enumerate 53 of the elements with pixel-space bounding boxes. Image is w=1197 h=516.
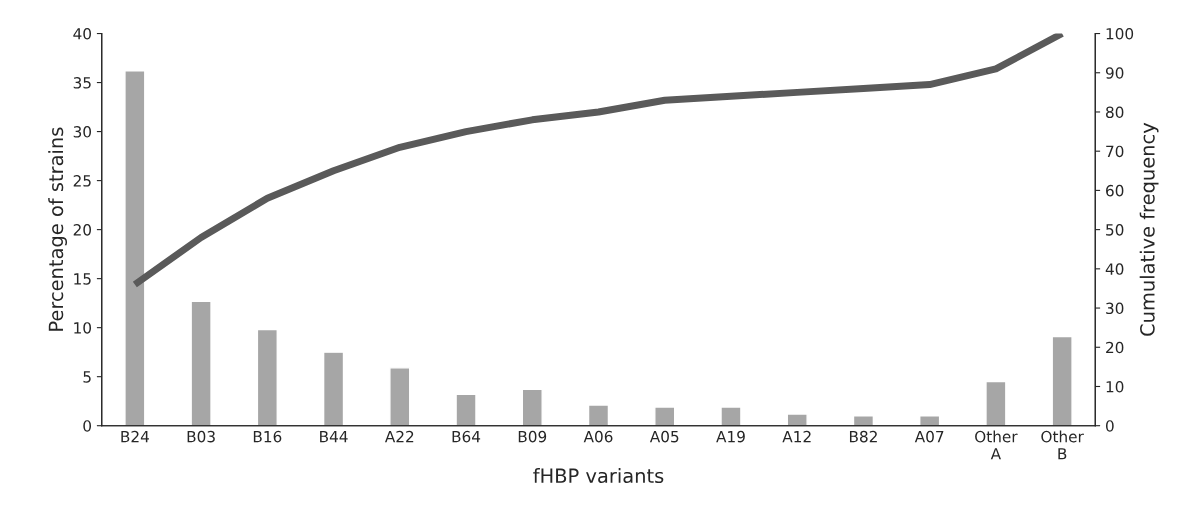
- x-tick-label: A19: [716, 430, 745, 443]
- bar: [654, 406, 676, 426]
- bar: [256, 328, 278, 426]
- bar: [322, 351, 345, 426]
- x-tick-label: B09: [518, 430, 547, 443]
- y-tick-label: 15: [74, 273, 91, 285]
- bar: [919, 415, 941, 426]
- x-tick-label: B44: [320, 431, 348, 443]
- y-tick-label: 0: [83, 420, 92, 432]
- y-tick-label: 25: [73, 175, 91, 187]
- y2-tick-label: 10: [1106, 380, 1124, 393]
- x-tick-label: B82: [849, 430, 877, 443]
- y2-tick-label: 100: [1106, 28, 1134, 40]
- x-tick-label: A06: [583, 430, 613, 443]
- y-tick-label: 5: [83, 371, 91, 383]
- x-tick-label: B64: [452, 430, 481, 443]
- x-tick-label: A12: [782, 430, 811, 443]
- y-tick-label: 10: [74, 322, 92, 334]
- bar: [985, 380, 1007, 426]
- y-tick-label: 40: [73, 28, 92, 40]
- y2-tick-label: 40: [1105, 263, 1124, 275]
- x-tick-label: B24: [121, 430, 149, 443]
- x-axis-title: fHBP variants: [533, 468, 664, 484]
- x-tick-label: B03: [187, 430, 215, 443]
- bar: [587, 404, 610, 426]
- y-tick-label: 30: [73, 126, 92, 138]
- x-tick-label: A22: [384, 430, 414, 443]
- y-axis-title: Percentage of strains: [48, 127, 68, 331]
- y2-tick-label: 80: [1106, 106, 1124, 118]
- y-tick-label: 20: [73, 224, 92, 236]
- y2-tick-label: 0: [1105, 420, 1114, 432]
- y2-tick-label: 70: [1106, 145, 1124, 158]
- x-tick-label: B16: [253, 430, 282, 443]
- bar: [852, 415, 875, 426]
- y-tick-label: 35: [73, 77, 91, 89]
- bar: [1051, 335, 1073, 426]
- x-tick-label: A05: [649, 430, 679, 443]
- bar: [720, 406, 742, 426]
- y2-tick-label: 50: [1106, 224, 1124, 236]
- x-tick-label: Other A: [975, 430, 1018, 460]
- bar: [124, 70, 146, 426]
- bar: [455, 393, 477, 426]
- y2-tick-label: 90: [1105, 67, 1124, 79]
- x-tick-label: A07: [914, 430, 944, 443]
- y2-tick-label: 60: [1106, 184, 1124, 197]
- bar: [389, 367, 411, 426]
- y2-tick-label: 30: [1106, 302, 1124, 315]
- y2-tick-label: 20: [1106, 341, 1124, 354]
- bar: [521, 388, 543, 426]
- bar: [190, 300, 212, 426]
- x-tick-label: Other B: [1041, 430, 1084, 460]
- y2-axis-title: Cumulative frequency: [1139, 122, 1159, 336]
- bar: [786, 413, 808, 426]
